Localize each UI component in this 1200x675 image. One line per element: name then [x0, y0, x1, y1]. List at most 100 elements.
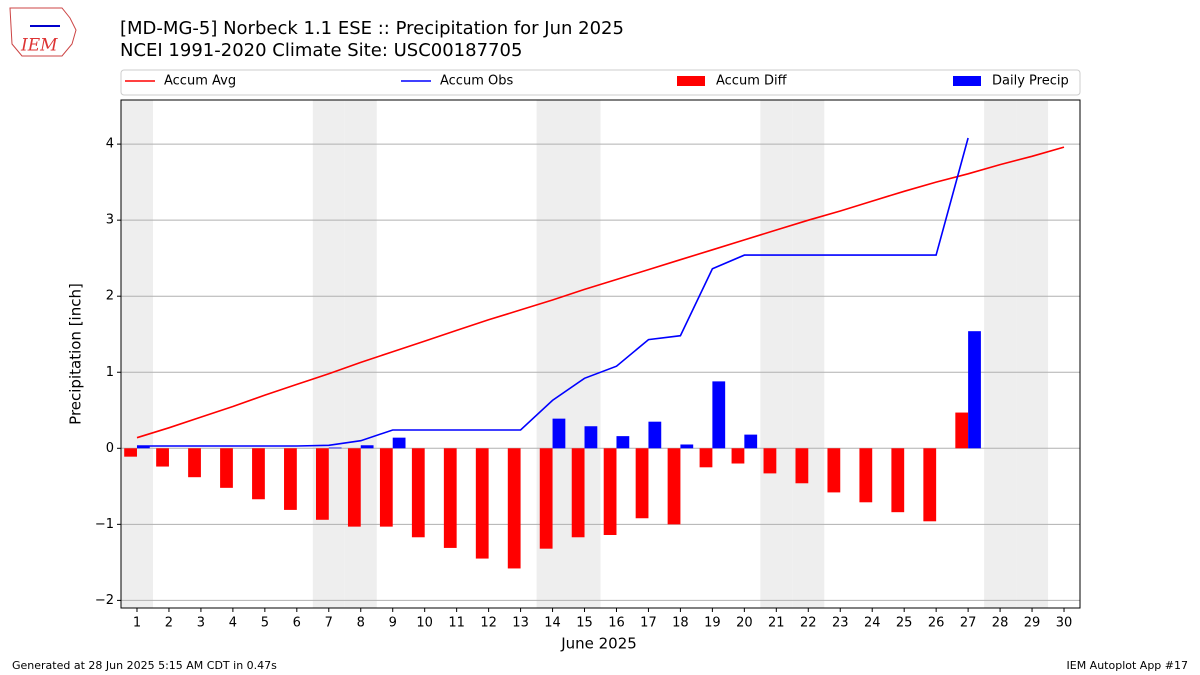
- bar: [539, 448, 553, 549]
- bar: [795, 448, 809, 484]
- weekend-shade: [984, 100, 1017, 608]
- x-tick-label: 4: [229, 616, 237, 631]
- bar: [571, 448, 585, 538]
- bar: [680, 444, 694, 449]
- bar: [328, 447, 342, 449]
- x-tick-label: 2: [165, 616, 173, 631]
- bar: [923, 448, 937, 522]
- bar: [827, 448, 841, 493]
- weekend-shade: [760, 100, 793, 608]
- x-tick-label: 20: [736, 616, 753, 631]
- bar: [379, 448, 393, 527]
- x-tick-label: 14: [544, 616, 561, 631]
- bar: [475, 448, 489, 559]
- legend: Accum Avg Accum Obs Accum Diff Daily Precip: [120, 69, 1081, 96]
- x-tick-label: 29: [1024, 616, 1041, 631]
- bar: [360, 445, 374, 449]
- x-tick-label: 23: [832, 616, 849, 631]
- bar: [411, 448, 425, 538]
- x-tick-label: 25: [896, 616, 913, 631]
- x-tick-label: 18: [672, 616, 689, 631]
- chart-title: [MD-MG-5] Norbeck 1.1 ESE :: Precipitati…: [120, 18, 624, 39]
- legend-label: Daily Precip: [992, 74, 1069, 89]
- x-tick-label: 6: [293, 616, 301, 631]
- x-tick-label: 30: [1056, 616, 1073, 631]
- x-tick-label: 1: [133, 616, 141, 631]
- bar: [220, 448, 233, 488]
- x-tick-label: 12: [480, 616, 497, 631]
- y-tick-label: 3: [106, 213, 114, 228]
- x-tick-label: 3: [197, 616, 205, 631]
- bar: [968, 331, 981, 449]
- weekend-shade: [121, 100, 153, 608]
- x-axis-label: June 2025: [560, 635, 637, 653]
- footer-left: Generated at 28 Jun 2025 5:15 AM CDT in …: [12, 659, 277, 672]
- x-tick-label: 15: [576, 616, 593, 631]
- bar: [443, 448, 457, 548]
- y-tick-label: 0: [106, 441, 114, 456]
- x-tick-label: 17: [640, 616, 657, 631]
- line: [136, 146, 1065, 439]
- legend-label: Accum Obs: [440, 74, 513, 89]
- plot-frame: [120, 99, 1081, 609]
- bar: [744, 434, 758, 449]
- bar: [616, 436, 630, 449]
- weekend-shade: [1016, 100, 1049, 608]
- x-tick-label: 21: [768, 616, 785, 631]
- bar: [347, 448, 361, 527]
- bar: [252, 448, 265, 500]
- x-tick-label: 5: [261, 616, 269, 631]
- x-tick-label: 19: [704, 616, 721, 631]
- legend-label: Accum Avg: [164, 74, 236, 89]
- legend-label: Accum Diff: [716, 74, 788, 89]
- bar: [507, 448, 521, 569]
- x-tick-label: 13: [512, 616, 529, 631]
- bar: [763, 448, 777, 474]
- bar: [859, 448, 873, 503]
- bar: [315, 448, 329, 520]
- x-tick-label: 24: [864, 616, 881, 631]
- bar: [635, 448, 649, 519]
- line: [137, 137, 969, 447]
- footer-right: IEM Autoplot App #17: [1067, 659, 1189, 672]
- bar: [284, 448, 297, 510]
- x-tick-label: 8: [357, 616, 365, 631]
- weekend-shade: [792, 100, 825, 608]
- chart-subtitle: NCEI 1991-2020 Climate Site: USC00187705: [120, 40, 522, 61]
- logo-text: IEM: [20, 36, 58, 56]
- bar: [392, 437, 406, 449]
- y-tick-label: 1: [106, 365, 114, 380]
- bar: [699, 448, 713, 468]
- bar: [124, 448, 137, 457]
- x-tick-label: 11: [448, 616, 465, 631]
- y-axis-label: Precipitation [inch]: [67, 283, 85, 425]
- bar: [955, 412, 969, 449]
- x-tick-label: 22: [800, 616, 817, 631]
- y-tick-label: 4: [106, 137, 114, 152]
- x-tick-label: 26: [928, 616, 945, 631]
- x-tick-label: 28: [992, 616, 1009, 631]
- bar: [648, 421, 662, 449]
- x-tick-label: 16: [608, 616, 625, 631]
- y-tick-label: −2: [95, 593, 114, 608]
- y-tick-label: −1: [95, 517, 114, 532]
- bar: [603, 448, 617, 535]
- legend-swatch: [953, 76, 981, 86]
- legend-swatch: [677, 76, 705, 86]
- bar: [891, 448, 905, 513]
- bar: [712, 381, 726, 449]
- logo: IEM: [9, 7, 77, 57]
- bar: [667, 448, 681, 525]
- logo-outline: [9, 7, 77, 57]
- bar: [136, 446, 150, 449]
- bar: [584, 426, 598, 449]
- legend-frame: [120, 69, 1081, 96]
- y-tick-label: 2: [106, 289, 114, 304]
- bar: [156, 448, 169, 467]
- weekend-shade: [312, 100, 345, 608]
- bar: [552, 418, 566, 449]
- x-tick-label: 27: [960, 616, 977, 631]
- weekend-shade: [344, 100, 377, 608]
- x-tick-label: 10: [416, 616, 433, 631]
- bar: [731, 448, 745, 464]
